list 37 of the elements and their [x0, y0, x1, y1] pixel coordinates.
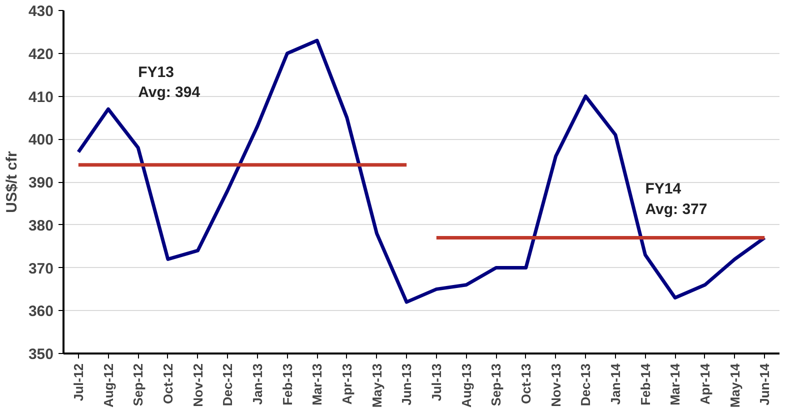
- x-tick-label: Jul-12: [70, 363, 86, 402]
- x-tick-label: Jan-14: [608, 362, 623, 405]
- y-axis-title: US$/t cfr: [3, 150, 20, 213]
- x-tick-label: Jun-14: [757, 362, 772, 406]
- y-tick-label: 430: [28, 3, 54, 20]
- x-tick-label: Jun-13: [399, 363, 414, 406]
- y-tick-label: 420: [28, 46, 54, 63]
- x-tick-label: Feb-14: [638, 362, 653, 406]
- x-tick-label: Apr-14: [697, 362, 712, 405]
- line-series: [76, 38, 766, 304]
- y-tick-label: 370: [28, 260, 54, 278]
- x-tick-label: Dec-13: [578, 363, 594, 406]
- annotation: FY13 Avg: 394: [138, 64, 201, 102]
- x-tick-label: Aug-13: [458, 363, 474, 408]
- y-tick-label: 410: [28, 88, 54, 106]
- x-tick-label: Jul-13: [428, 363, 444, 402]
- x-tick-label: Mar-13: [310, 363, 325, 406]
- x-tick-label: Aug-12: [100, 363, 116, 408]
- x-tick-label: Feb-13: [280, 363, 295, 406]
- x-tick-label: Dec-12: [220, 363, 236, 406]
- y-tick-label: 350: [28, 346, 54, 363]
- y-tick-label: 380: [28, 217, 54, 234]
- x-tick-label: Sep-12: [130, 363, 146, 406]
- x-tick-label: Sep-13: [488, 363, 504, 406]
- x-tick-label: Apr-13: [339, 363, 354, 405]
- y-tick-label: 360: [28, 303, 54, 320]
- annotation: FY14 Avg: 377: [645, 180, 708, 218]
- x-tick-label: Nov-13: [548, 363, 564, 407]
- x-tick-label: Jan-13: [250, 363, 265, 405]
- y-tick-label: 400: [28, 132, 54, 149]
- x-tick-label: Nov-12: [190, 363, 206, 407]
- x-tick-label: Oct-12: [160, 363, 176, 404]
- x-tick-label: Oct-13: [518, 363, 534, 404]
- x-tick-label: May-14: [727, 362, 742, 408]
- y-tick-label: 390: [28, 174, 54, 192]
- x-tick-label: Mar-14: [668, 362, 683, 406]
- x-tick-label: May-13: [369, 364, 384, 408]
